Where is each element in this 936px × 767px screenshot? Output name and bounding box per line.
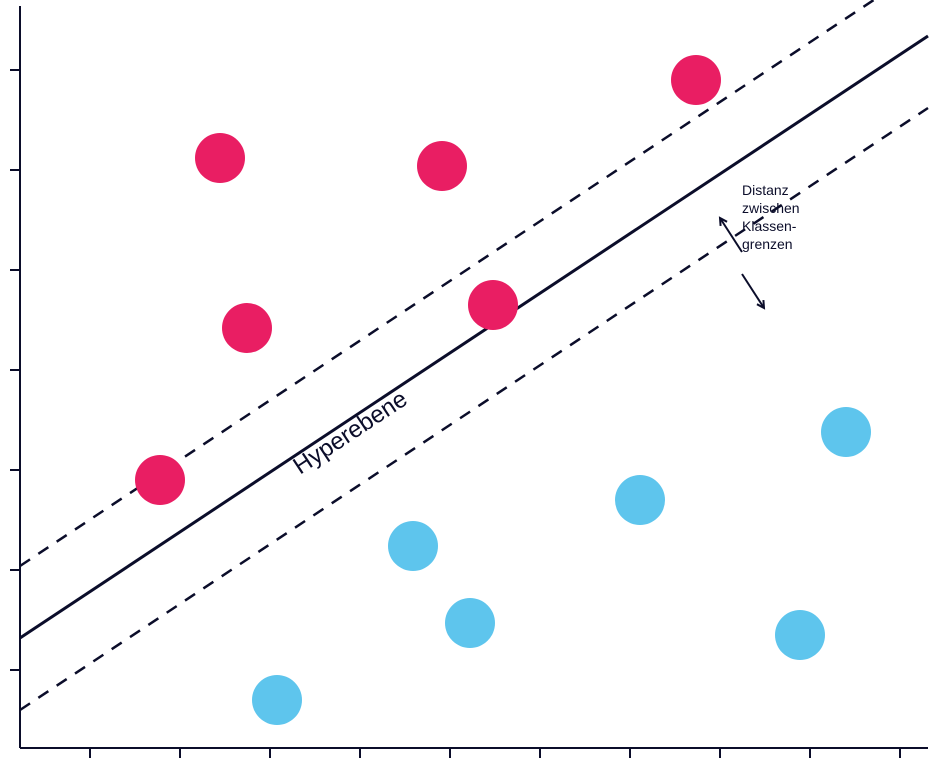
svm-diagram: HyperebeneDistanzzwischenKlassen-grenzen bbox=[0, 0, 936, 767]
point-class-a bbox=[222, 303, 272, 353]
point-class-b bbox=[388, 521, 438, 571]
point-class-b bbox=[615, 475, 665, 525]
chart-svg: HyperebeneDistanzzwischenKlassen-grenzen bbox=[0, 0, 936, 767]
point-class-b bbox=[445, 598, 495, 648]
point-class-b bbox=[252, 675, 302, 725]
point-class-a bbox=[468, 280, 518, 330]
point-class-b bbox=[821, 407, 871, 457]
point-class-a bbox=[671, 55, 721, 105]
point-class-a bbox=[135, 455, 185, 505]
point-class-a bbox=[195, 133, 245, 183]
point-class-a bbox=[417, 141, 467, 191]
point-class-b bbox=[775, 610, 825, 660]
